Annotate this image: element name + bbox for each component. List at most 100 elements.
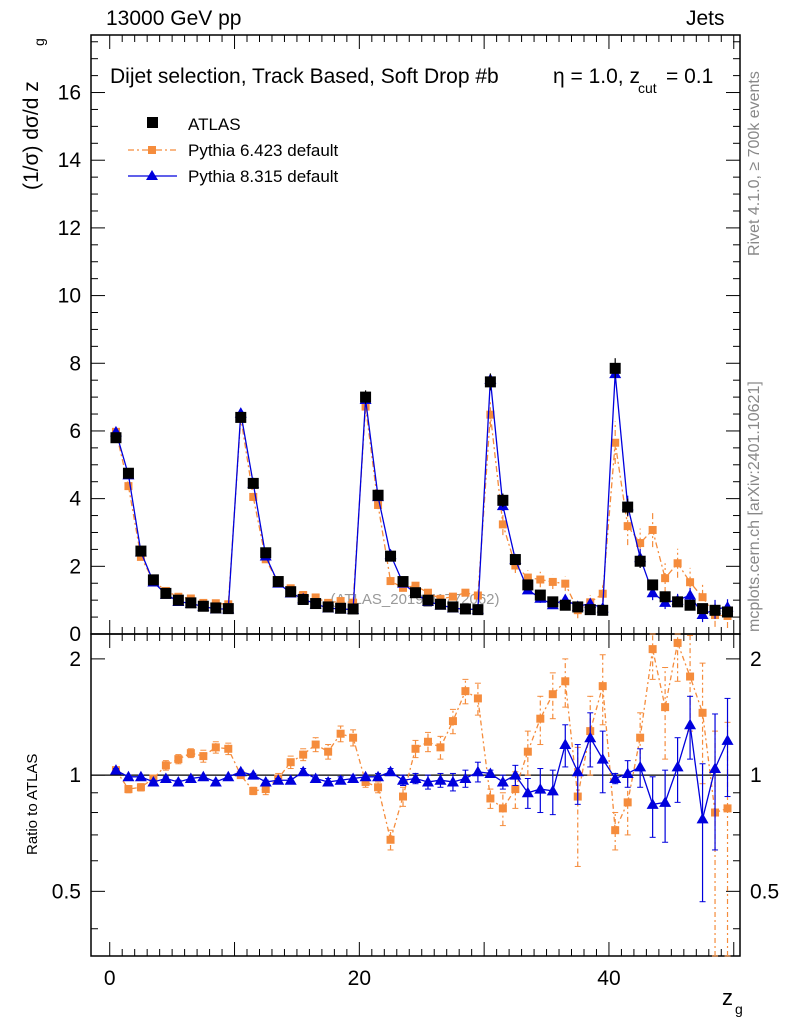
- pythia6-ratio-point: [249, 786, 258, 795]
- pythia6-ratio-point: [386, 835, 395, 844]
- atlas-point: [497, 494, 509, 506]
- header-left-label: 13000 GeV pp: [106, 7, 242, 30]
- atlas-point: [534, 589, 546, 601]
- pythia6-main-point: [661, 574, 670, 583]
- atlas-point: [609, 362, 621, 374]
- y-axis-label-subscript: g: [31, 38, 47, 46]
- atlas-point: [634, 555, 646, 567]
- atlas-point: [335, 602, 347, 614]
- pythia6-ratio-point: [448, 717, 457, 726]
- pythia6-ratio-point: [211, 743, 220, 752]
- pythia6-ratio-point: [536, 714, 545, 723]
- pythia8-ratio-point: [234, 765, 247, 777]
- pythia6-ratio-point: [611, 826, 620, 835]
- y-tick-label-ratio: 0.5: [52, 880, 81, 903]
- pythia8-ratio-point: [721, 734, 734, 745]
- x-axis-label: z: [722, 985, 733, 1010]
- pythia6-main-point: [423, 588, 432, 597]
- legend-label-pythia8: Pythia 8.315 default: [188, 167, 339, 186]
- atlas-point: [297, 593, 309, 605]
- atlas-point: [509, 554, 521, 566]
- pythia8-ratio-point: [384, 765, 397, 777]
- atlas-point: [310, 598, 322, 610]
- pythia6-main-point: [124, 482, 133, 491]
- pythia6-ratio-point: [124, 785, 133, 794]
- y-tick-label-ratio: 1: [69, 764, 81, 787]
- pythia6-ratio-point: [186, 749, 195, 758]
- atlas-point: [484, 376, 496, 388]
- pythia8-ratio-point: [272, 774, 285, 785]
- pythia8-ratio-point: [109, 764, 122, 775]
- pythia8-main-line: [115, 373, 728, 616]
- atlas-point: [347, 603, 359, 615]
- pythia8-ratio-point: [184, 772, 197, 783]
- y-tick-label-ratio: 2: [69, 648, 81, 671]
- pythia6-ratio-point: [349, 733, 358, 742]
- pythia8-ratio-point: [159, 772, 172, 783]
- pythia8-ratio-point: [334, 774, 347, 785]
- ratio-axis-label: Ratio to ATLAS: [24, 754, 41, 855]
- chart-title-eta: η = 1.0, z: [553, 65, 640, 88]
- pythia8-ratio-point: [297, 765, 310, 777]
- pythia8-ratio-point: [671, 760, 684, 772]
- header-right-label: Jets: [686, 7, 725, 30]
- pythia8-ratio-point: [197, 770, 210, 782]
- atlas-point: [397, 576, 409, 588]
- pythia6-ratio-point: [648, 645, 657, 654]
- atlas-point: [422, 594, 434, 606]
- pythia6-main-point: [548, 577, 557, 586]
- pythia6-main-point: [511, 561, 520, 570]
- pythia6-ratio-point: [661, 703, 670, 712]
- pythia6-main-point: [336, 597, 345, 606]
- pythia8-ratio-point: [322, 775, 335, 787]
- atlas-point: [447, 601, 459, 613]
- pythia6-ratio-point: [161, 761, 170, 770]
- pythia8-ratio-point: [584, 731, 597, 743]
- pythia8-ratio-point: [496, 775, 509, 787]
- pythia6-main-point: [311, 593, 320, 602]
- pythia6-ratio-point: [299, 750, 308, 759]
- x-axis-label-subscript: g: [735, 1001, 743, 1017]
- atlas-point: [185, 597, 197, 609]
- pythia8-ratio-point: [546, 784, 559, 796]
- pythia6-main-point: [374, 500, 383, 509]
- pythia6-ratio-point: [411, 744, 420, 753]
- pythia6-main-point: [561, 579, 570, 588]
- pythia6-main-point: [523, 573, 532, 582]
- pythia8-ratio-point: [247, 769, 260, 780]
- pythia6-ratio-point: [523, 747, 532, 756]
- pythia6-ratio-point: [461, 687, 470, 696]
- pythia8-ratio-point: [434, 774, 447, 785]
- atlas-point: [285, 586, 297, 598]
- pythia6-ratio-point: [473, 694, 482, 703]
- pythia6-ratio-point: [174, 755, 183, 764]
- atlas-point: [597, 604, 609, 616]
- pythia8-ratio-point: [646, 798, 659, 809]
- pythia6-main-point: [411, 581, 420, 590]
- y-tick-label-ratio-right: 0.5: [750, 880, 779, 903]
- pythia8-ratio-point: [172, 775, 185, 787]
- pythia6-ratio-point: [436, 743, 445, 752]
- atlas-point: [647, 579, 659, 591]
- y-tick-label-ratio-right: 1: [750, 764, 762, 787]
- legend-marker-pythia8: [146, 170, 158, 180]
- pythia6-main-point: [249, 492, 258, 501]
- pythia8-ratio-point: [659, 796, 672, 807]
- atlas-point: [372, 489, 384, 501]
- pythia6-main-point: [473, 591, 482, 600]
- atlas-point: [672, 596, 684, 608]
- x-tick-label: 40: [597, 967, 620, 990]
- pythia6-ratio-point: [561, 677, 570, 686]
- pythia6-ratio-point: [374, 783, 383, 792]
- pythia6-main-point: [461, 588, 470, 597]
- y-tick-label-main: 4: [69, 488, 81, 511]
- pythia8-ratio-point: [621, 767, 634, 778]
- atlas-point: [197, 600, 209, 612]
- pythia6-main-point: [536, 575, 545, 584]
- pythia6-main-point: [386, 577, 395, 586]
- atlas-point: [272, 576, 284, 588]
- pythia8-ratio-point: [359, 770, 372, 782]
- x-tick-label: 0: [104, 967, 116, 990]
- pythia8-ratio-point: [521, 786, 534, 798]
- pythia8-ratio-point: [259, 775, 272, 787]
